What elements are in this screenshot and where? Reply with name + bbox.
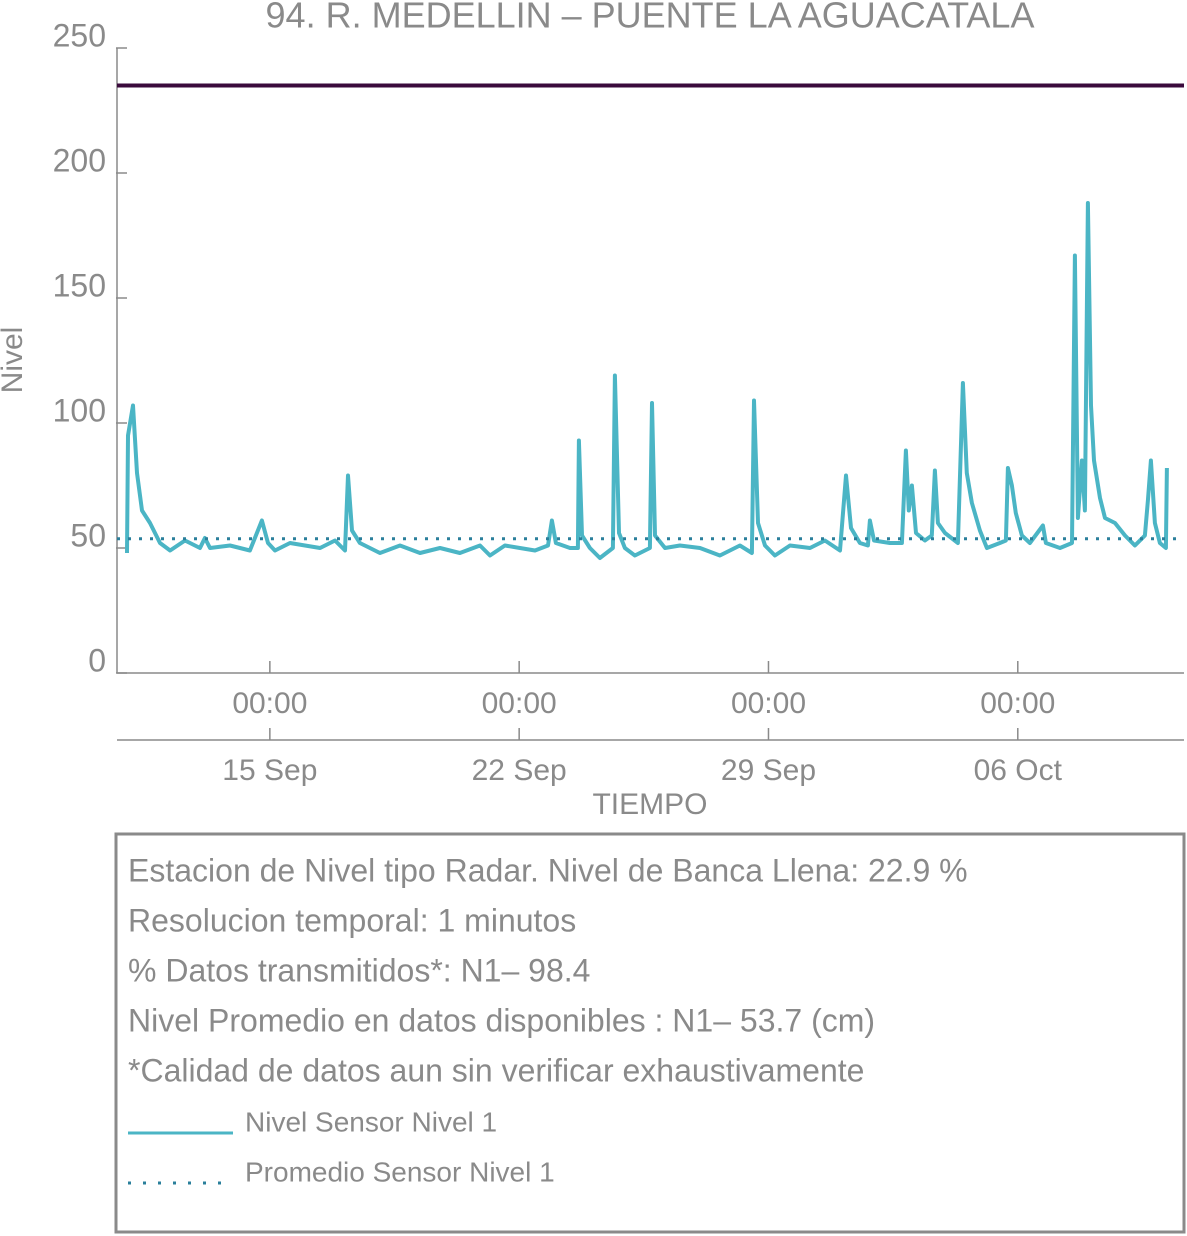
chart-title: 94. R. MEDELLIN – PUENTE LA AGUACATALA bbox=[266, 0, 1035, 36]
x-tick-label: 00:00 bbox=[980, 687, 1055, 720]
legend-label: Promedio Sensor Nivel 1 bbox=[245, 1156, 555, 1187]
legend-label: Nivel Sensor Nivel 1 bbox=[245, 1106, 497, 1137]
y-axis-label: Nivel bbox=[0, 327, 29, 394]
info-text: *Calidad de datos aun sin verificar exha… bbox=[128, 1052, 864, 1088]
x-date-label: 22 Sep bbox=[472, 754, 567, 787]
info-text: Estacion de Nivel tipo Radar. Nivel de B… bbox=[128, 852, 968, 888]
x-tick-label: 00:00 bbox=[482, 687, 557, 720]
x-axis-label: TIEMPO bbox=[592, 788, 707, 821]
info-text: Nivel Promedio en datos disponibles : N1… bbox=[128, 1002, 875, 1038]
y-tick-label: 0 bbox=[88, 642, 106, 678]
info-text: Resolucion temporal: 1 minutos bbox=[128, 902, 576, 938]
x-date-label: 15 Sep bbox=[222, 754, 317, 787]
y-tick-label: 200 bbox=[53, 142, 106, 178]
y-tick-label: 50 bbox=[70, 517, 106, 553]
info-text: % Datos transmitidos*: N1– 98.4 bbox=[128, 952, 590, 988]
x-tick-label: 00:00 bbox=[731, 687, 806, 720]
x-tick-label: 00:00 bbox=[232, 687, 307, 720]
data-line bbox=[125, 201, 1169, 560]
y-tick-label: 250 bbox=[53, 17, 106, 53]
y-tick-label: 150 bbox=[53, 267, 106, 303]
y-tick-label: 100 bbox=[53, 392, 106, 428]
x-date-label: 06 Oct bbox=[974, 754, 1063, 787]
info-box bbox=[114, 832, 1186, 1234]
x-date-label: 29 Sep bbox=[721, 754, 816, 787]
